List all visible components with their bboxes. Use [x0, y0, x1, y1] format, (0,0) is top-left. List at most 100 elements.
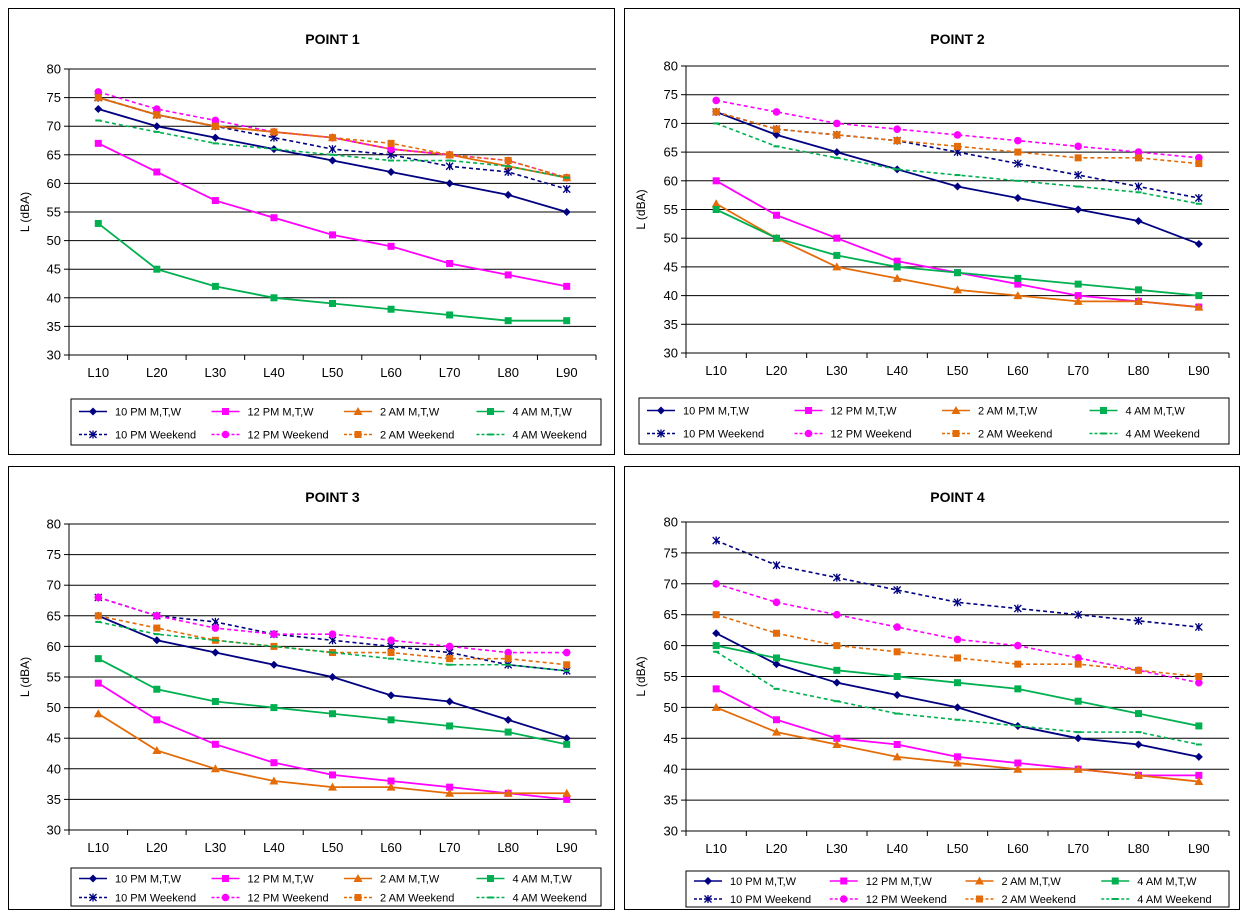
y-tick-label-point-1: 55 — [47, 205, 61, 220]
series-line-pm12_mtw-point-3 — [97, 682, 567, 801]
legend-item-pm10_we-point-3: 10 PM Weekend — [79, 893, 196, 905]
data-point-pm12_we-point-3 — [270, 630, 278, 638]
data-point-am4_mtw-point-1 — [563, 317, 571, 325]
data-point-am4_we-point-1 — [153, 130, 160, 133]
y-tick-label-point-4: 40 — [664, 762, 678, 777]
legend-item-pm10_we-point-4: 10 PM Weekend — [694, 894, 811, 906]
data-point-pm10_mtw-point-4 — [1134, 740, 1143, 749]
y-tick-label-point-4: 70 — [664, 576, 678, 591]
x-tick-label-point-4: L10 — [705, 841, 727, 856]
series-line-am4_we-point-1 — [98, 119, 567, 179]
data-point-pm12_mtw-point-1 — [563, 282, 571, 290]
legend-marker-am4_we-point-2 — [1100, 432, 1107, 435]
data-point-am2_we-point-4 — [712, 611, 720, 619]
legend-label-am2_we-point-1: 2 AM Weekend — [380, 430, 454, 442]
legend-label-pm12_mtw-point-3: 12 PM M,T,W — [248, 874, 315, 886]
data-point-pm12_mtw-point-4 — [893, 740, 901, 748]
data-point-pm10_mtw-point-1 — [328, 156, 337, 165]
legend-label-am2_mtw-point-1: 2 AM M,T,W — [380, 407, 440, 419]
data-point-pm10_mtw-point-3 — [445, 697, 454, 706]
x-tick-label-point-2: L90 — [1188, 363, 1210, 378]
legend-item-pm12_mtw-point-1: 12 PM M,T,W — [211, 407, 315, 419]
data-point-am2_we-point-3 — [94, 612, 102, 620]
data-point-am2_mtw-point-2 — [711, 199, 721, 208]
y-tick-label-point-2: 45 — [664, 259, 678, 274]
data-point-am4_mtw-point-3 — [504, 728, 512, 736]
x-tick-label-point-3: L20 — [146, 840, 168, 855]
data-point-pm12_we-point-2 — [772, 108, 781, 116]
series-am4_we-point-2 — [713, 122, 1202, 205]
data-point-am4_we-point-2 — [1014, 179, 1021, 182]
data-point-am2_we-point-1 — [504, 157, 512, 165]
data-point-am2_mtw-point-4 — [772, 727, 781, 736]
legend-item-am2_we-point-3: 2 AM Weekend — [344, 893, 454, 905]
data-point-am4_mtw-point-4 — [893, 673, 901, 680]
data-point-am4_we-point-4 — [773, 687, 780, 690]
data-point-am4_we-point-1 — [388, 159, 395, 162]
data-point-am2_we-point-3 — [153, 624, 161, 632]
legend-box-point-4 — [685, 870, 1230, 908]
data-point-pm10_mtw-point-3 — [152, 636, 161, 645]
data-point-am2_we-point-2 — [1014, 148, 1022, 156]
data-point-pm12_we-point-3 — [504, 648, 512, 657]
data-point-am4_mtw-point-4 — [833, 666, 841, 674]
legend-label-pm12_mtw-point-1: 12 PM M,T,W — [248, 407, 315, 419]
data-point-am2_we-point-4 — [954, 654, 961, 662]
y-tick-label-point-1: 80 — [47, 62, 61, 77]
data-point-pm12_we-point-4 — [833, 610, 841, 619]
data-point-am4_mtw-point-4 — [1195, 722, 1203, 730]
data-point-am2_we-point-1 — [270, 128, 278, 136]
data-point-pm12_we-point-1 — [211, 116, 220, 125]
x-tick-label-point-3: L40 — [263, 840, 285, 855]
data-point-pm12_we-point-4 — [1195, 678, 1203, 687]
series-line-am2_mtw-point-4 — [715, 706, 1199, 783]
series-line-am4_mtw-point-2 — [715, 208, 1199, 297]
data-point-pm12_we-point-1 — [94, 88, 103, 96]
series-am2_mtw-point-4 — [711, 702, 1204, 786]
chart-svg-point-3: POINT 3 L (dBA) 30 35 40 45 50 55 60 65 70 75 80 L10 L… — [18, 489, 602, 907]
legend-item-pm10_we-point-1: 10 PM Weekend — [79, 430, 196, 442]
data-point-pm10_we-point-2 — [1134, 182, 1143, 191]
data-point-am2_mtw-point-3 — [503, 788, 513, 797]
data-point-am2_we-point-4 — [1014, 660, 1022, 668]
x-tick-label-point-2: L40 — [886, 363, 908, 378]
data-point-am4_we-point-4 — [1014, 724, 1021, 727]
legend-marker-pm12_we-point-3 — [221, 893, 230, 902]
legend-label-am2_we-point-2: 2 AM Weekend — [978, 429, 1052, 441]
data-point-am4_we-point-3 — [329, 651, 336, 654]
data-point-am4_we-point-2 — [1075, 185, 1082, 188]
data-point-pm12_mtw-point-2 — [712, 177, 720, 185]
legend-item-am4_mtw-point-2: 4 AM M,T,W — [1089, 406, 1185, 418]
y-axis-label-point-3: L (dBA) — [18, 657, 32, 697]
y-tick-label-point-3: 80 — [47, 517, 61, 532]
data-point-pm12_we-point-4 — [712, 580, 720, 588]
data-point-am2_mtw-point-4 — [832, 739, 842, 748]
series-pm10_we-point-1 — [94, 93, 571, 194]
data-point-am4_mtw-point-2 — [1135, 286, 1142, 294]
data-point-pm10_mtw-point-2 — [1194, 239, 1203, 248]
chart-panel-point-2: POINT 2 L (dBA) 30 35 40 45 50 55 60 65 70 75 80 L10 L… — [624, 8, 1240, 455]
x-tick-label-point-3: L30 — [205, 840, 227, 855]
legend-marker-pm10_mtw-point-4 — [704, 877, 712, 885]
legend-label-pm10_we-point-2: 10 PM Weekend — [683, 429, 764, 441]
data-point-am4_we-point-4 — [954, 718, 961, 721]
legend-marker-am2_we-point-4 — [976, 895, 983, 903]
series-pm12_mtw-point-1 — [94, 139, 571, 290]
series-am2_we-point-4 — [712, 611, 1203, 680]
legend-marker-am4_mtw-point-3 — [487, 875, 494, 882]
data-point-am2_we-point-1 — [387, 139, 395, 147]
data-point-am4_mtw-point-2 — [773, 234, 780, 242]
legend-item-pm10_mtw-point-2: 10 PM M,T,W — [647, 406, 750, 418]
series-am4_we-point-3 — [95, 620, 570, 672]
legend-label-am4_we-point-4: 4 AM Weekend — [1137, 894, 1211, 906]
y-tick-label-point-1: 65 — [47, 147, 61, 162]
data-point-am2_we-point-1 — [153, 111, 161, 119]
legend-box-point-1 — [70, 398, 602, 446]
data-point-am2_mtw-point-3 — [386, 782, 396, 791]
y-tick-label-point-2: 60 — [664, 173, 678, 188]
data-point-pm12_we-point-2 — [1074, 142, 1082, 151]
data-point-am4_mtw-point-1 — [211, 282, 219, 290]
y-tick-label-point-3: 65 — [47, 608, 61, 623]
chart-panel-point-4: POINT 4 L (dBA) 30 35 40 45 50 55 60 65 70 75 80 L10 L… — [624, 466, 1240, 910]
y-tick-label-point-2: 50 — [664, 231, 678, 246]
